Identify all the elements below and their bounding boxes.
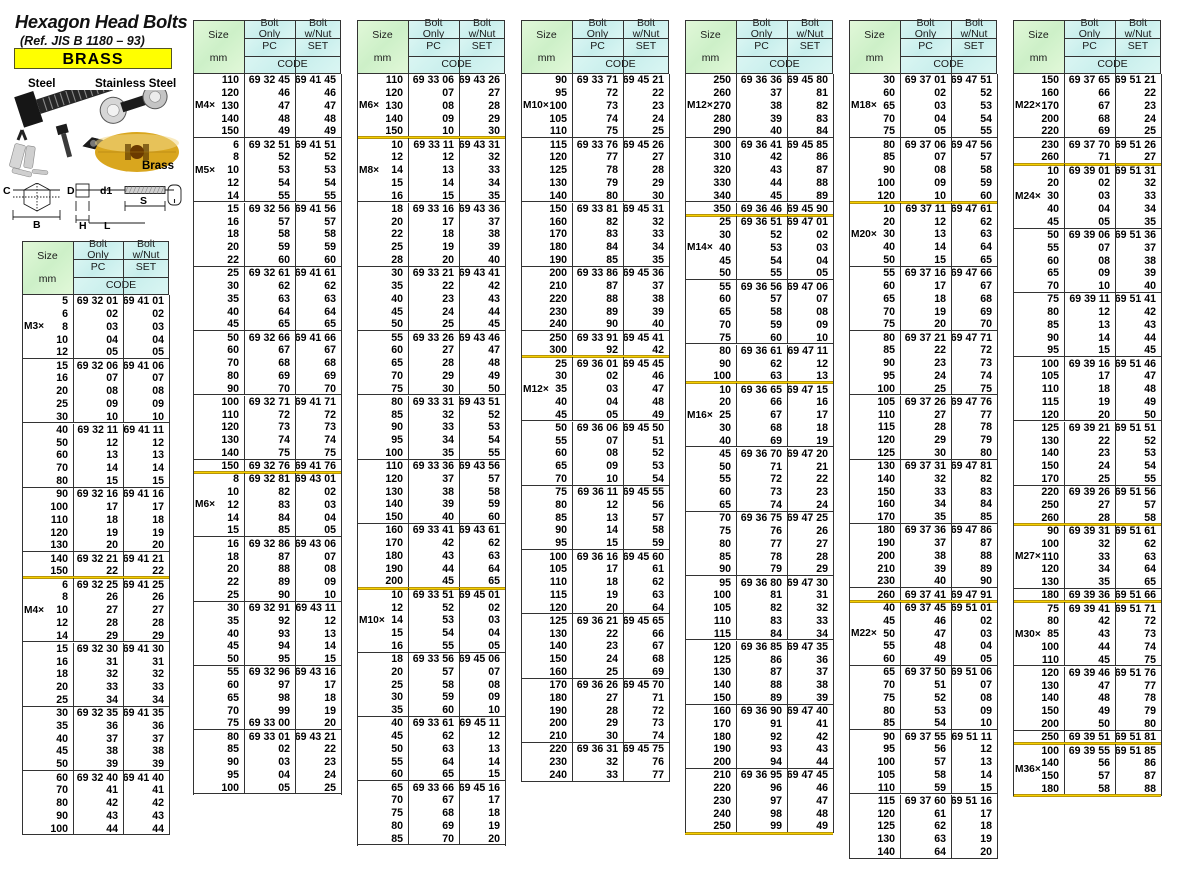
svg-text:B: B xyxy=(33,219,41,231)
svg-text:H: H xyxy=(79,220,87,231)
svg-text:d1: d1 xyxy=(100,185,112,197)
svg-text:C: C xyxy=(3,185,11,197)
svg-text:S: S xyxy=(140,195,147,207)
svg-text:L: L xyxy=(104,220,111,231)
svg-text:D: D xyxy=(67,185,75,197)
